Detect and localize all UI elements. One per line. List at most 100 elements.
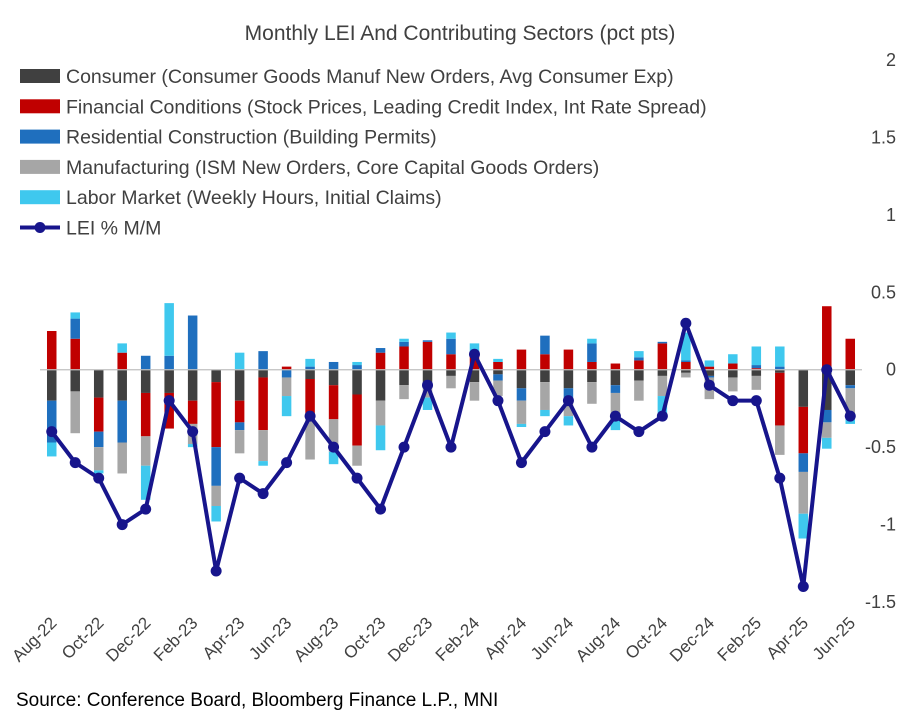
- lei-point: [539, 426, 551, 438]
- bar-segment-4: [399, 385, 409, 400]
- bar-segment-1: [70, 369, 80, 392]
- bar-segment-5: [446, 332, 456, 339]
- legend-swatch: [20, 129, 60, 144]
- x-tick-label: Oct-22: [58, 613, 108, 663]
- bar-segment-4: [117, 442, 127, 474]
- bar-segment-2: [375, 352, 386, 370]
- bar-segment-4: [822, 422, 832, 438]
- lei-point: [69, 457, 81, 469]
- legend-line-marker: [34, 222, 46, 233]
- bar-segment-1: [751, 369, 762, 376]
- legend-label: Manufacturing (ISM New Orders, Core Capi…: [66, 157, 599, 179]
- bar-segment-2: [117, 352, 127, 370]
- legend-label: Residential Construction (Building Permi…: [66, 127, 437, 149]
- bar-segment-2: [352, 394, 362, 446]
- bar-segment-2: [610, 363, 621, 370]
- bar-segment-2: [93, 397, 104, 432]
- bar-segment-3: [822, 409, 832, 423]
- bar-segment-4: [681, 372, 691, 378]
- bar-segment-5: [469, 343, 480, 352]
- legend-label: Labor Market (Weekly Hours, Initial Clai…: [66, 187, 442, 209]
- bar-segment-1: [46, 369, 57, 401]
- bar-segment-2: [704, 366, 715, 370]
- lei-point: [351, 472, 363, 484]
- legend-swatch: [20, 99, 60, 114]
- lei-point: [586, 441, 598, 453]
- bar-segment-1: [164, 369, 174, 393]
- bar-segment-1: [328, 369, 339, 386]
- x-tick-label: Dec-23: [384, 613, 436, 665]
- bar-segment-2: [281, 366, 292, 370]
- bar-segment-5: [352, 361, 362, 366]
- bar-segment-4: [469, 382, 480, 401]
- bar-segment-4: [845, 388, 856, 420]
- bar-segment-2: [234, 400, 245, 423]
- bar-segment-4: [328, 419, 339, 452]
- bar-segment-5: [46, 442, 57, 457]
- bar-segment-3: [681, 360, 691, 362]
- lei-point: [633, 426, 645, 438]
- lei-point: [445, 441, 457, 453]
- x-tick-label: Feb-25: [714, 613, 766, 665]
- bar-segment-4: [375, 400, 386, 426]
- x-tick-label: Jun-23: [245, 613, 295, 663]
- bar-segment-5: [422, 397, 433, 410]
- bar-segment-1: [587, 369, 597, 383]
- lei-point: [46, 426, 58, 438]
- lei-point: [821, 364, 833, 376]
- y-tick-label: -1: [880, 515, 896, 535]
- bar-segment-1: [540, 369, 550, 383]
- x-tick-label: Jun-24: [527, 613, 577, 663]
- bar-segment-1: [681, 369, 691, 373]
- bar-segment-3: [258, 351, 268, 370]
- bar-segment-3: [281, 369, 292, 378]
- lei-point: [328, 441, 340, 453]
- bar-segment-5: [234, 352, 245, 370]
- bar-segment-5: [258, 461, 268, 466]
- lei-line: [46, 317, 856, 593]
- bar-segment-3: [117, 400, 127, 443]
- bar-segment-5: [211, 505, 221, 522]
- lei-point: [468, 348, 480, 360]
- bar-segment-3: [305, 366, 315, 370]
- x-tick-label: Jun-25: [809, 613, 859, 663]
- x-tick-label: Aug-24: [572, 613, 624, 665]
- lei-point: [844, 410, 856, 422]
- bar-segment-4: [211, 485, 221, 506]
- bar-segment-2: [493, 361, 503, 370]
- bar-segment-3: [328, 361, 339, 370]
- bar-segment-2: [211, 382, 221, 448]
- bar-segment-1: [187, 369, 198, 401]
- bar-segment-2: [164, 392, 174, 429]
- lei-point: [656, 410, 668, 422]
- legend-swatch: [20, 159, 60, 174]
- bar-segment-2: [305, 379, 315, 417]
- bar-segment-2: [822, 306, 832, 370]
- bar-segment-5: [681, 332, 691, 361]
- bar-segment-2: [751, 368, 762, 370]
- bar-segment-4: [446, 375, 456, 389]
- lei-point: [492, 395, 504, 407]
- bar-segment-4: [93, 447, 104, 471]
- bar-segment-2: [798, 406, 809, 454]
- x-tick-label: Oct-24: [622, 613, 672, 663]
- bar-segment-3: [516, 388, 527, 401]
- bar-segment-3: [164, 355, 174, 370]
- bar-segment-1: [728, 369, 738, 378]
- legend-label: LEI % M/M: [66, 218, 161, 240]
- bar-segment-3: [375, 348, 386, 353]
- bar-segment-5: [657, 396, 668, 417]
- bar-segment-1: [305, 369, 315, 380]
- bar-segment-1: [258, 369, 268, 378]
- bar-segment-1: [704, 369, 715, 376]
- y-tick-label: 0: [886, 360, 896, 380]
- bar-segment-5: [281, 396, 292, 417]
- lei-point: [210, 565, 222, 577]
- y-tick-label: 1: [886, 205, 896, 225]
- bar-segment-4: [140, 436, 151, 466]
- bar-segment-3: [187, 315, 198, 370]
- bar-segment-3: [775, 366, 785, 370]
- bar-segment-2: [258, 377, 268, 431]
- bar-segment-1: [634, 369, 644, 381]
- bar-segment-4: [775, 425, 785, 455]
